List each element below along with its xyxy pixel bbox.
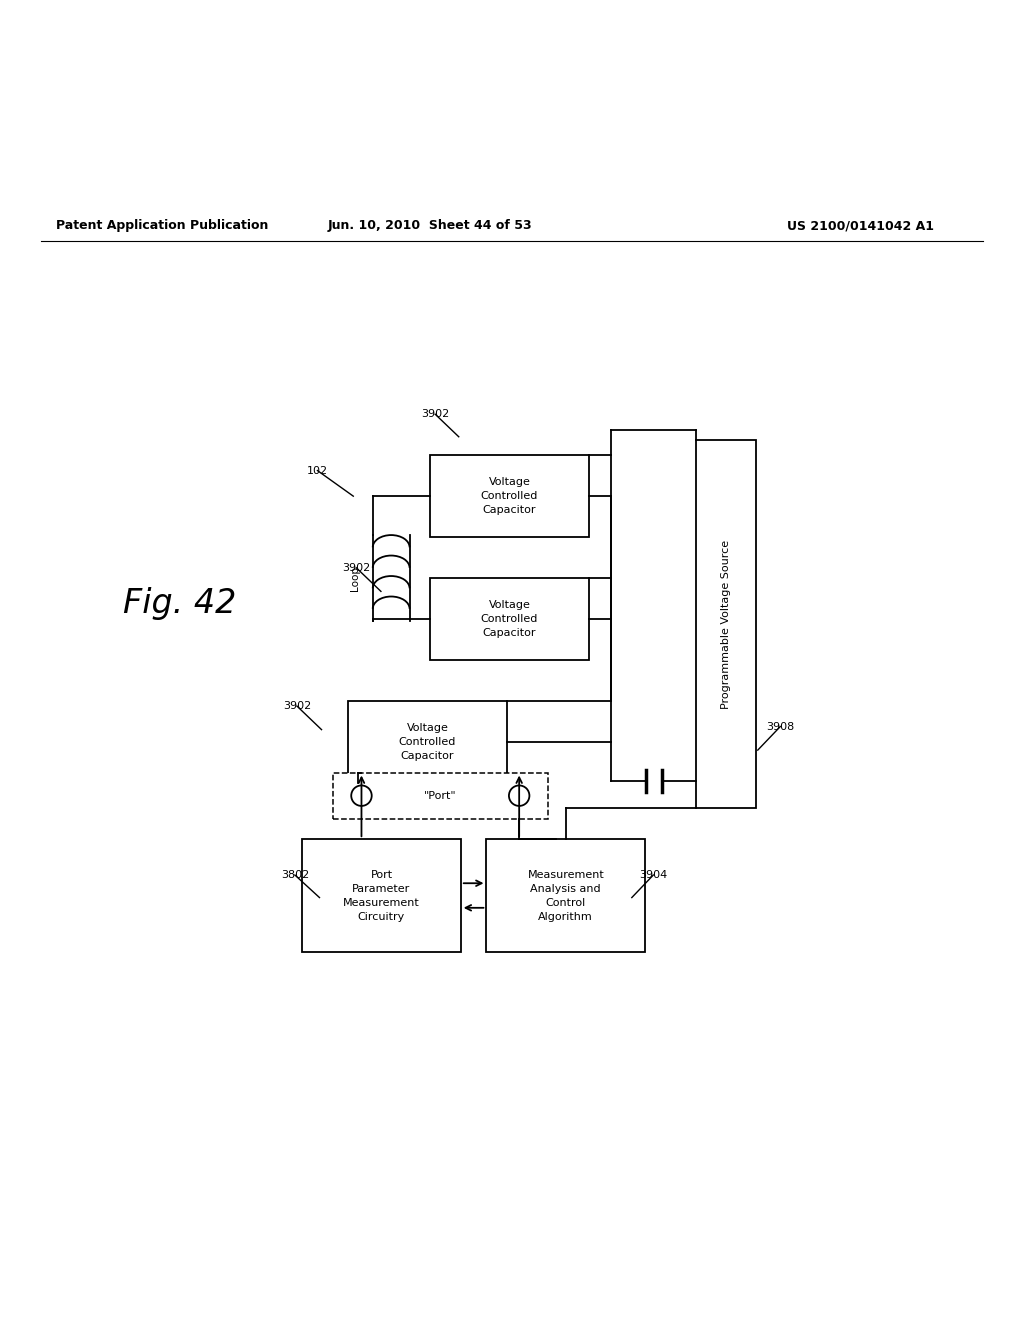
Text: US 2100/0141042 A1: US 2100/0141042 A1 [786, 219, 934, 232]
FancyBboxPatch shape [430, 578, 589, 660]
Text: Voltage
Controlled
Capacitor: Voltage Controlled Capacitor [480, 601, 539, 638]
FancyBboxPatch shape [696, 440, 756, 808]
Text: Loop: Loop [350, 565, 360, 590]
Text: 3802: 3802 [281, 870, 309, 880]
Text: 3902: 3902 [421, 409, 450, 420]
Text: 3904: 3904 [639, 870, 668, 880]
FancyBboxPatch shape [333, 772, 548, 818]
FancyBboxPatch shape [486, 840, 645, 952]
Text: Programmable Voltage Source: Programmable Voltage Source [721, 540, 731, 709]
FancyBboxPatch shape [302, 840, 461, 952]
Text: Voltage
Controlled
Capacitor: Voltage Controlled Capacitor [480, 477, 539, 515]
Text: 3902: 3902 [342, 562, 371, 573]
Text: Jun. 10, 2010  Sheet 44 of 53: Jun. 10, 2010 Sheet 44 of 53 [328, 219, 532, 232]
Text: Port
Parameter
Measurement
Circuitry: Port Parameter Measurement Circuitry [343, 870, 420, 921]
Text: Fig. 42: Fig. 42 [123, 587, 236, 620]
Text: Measurement
Analysis and
Control
Algorithm: Measurement Analysis and Control Algorit… [527, 870, 604, 921]
FancyBboxPatch shape [430, 455, 589, 537]
Text: Voltage
Controlled
Capacitor: Voltage Controlled Capacitor [398, 723, 457, 760]
Text: 3908: 3908 [766, 722, 795, 731]
Text: "Port": "Port" [424, 791, 457, 801]
Text: 102: 102 [307, 466, 328, 475]
Text: Patent Application Publication: Patent Application Publication [56, 219, 268, 232]
FancyBboxPatch shape [348, 701, 507, 783]
Text: 3902: 3902 [283, 701, 311, 711]
